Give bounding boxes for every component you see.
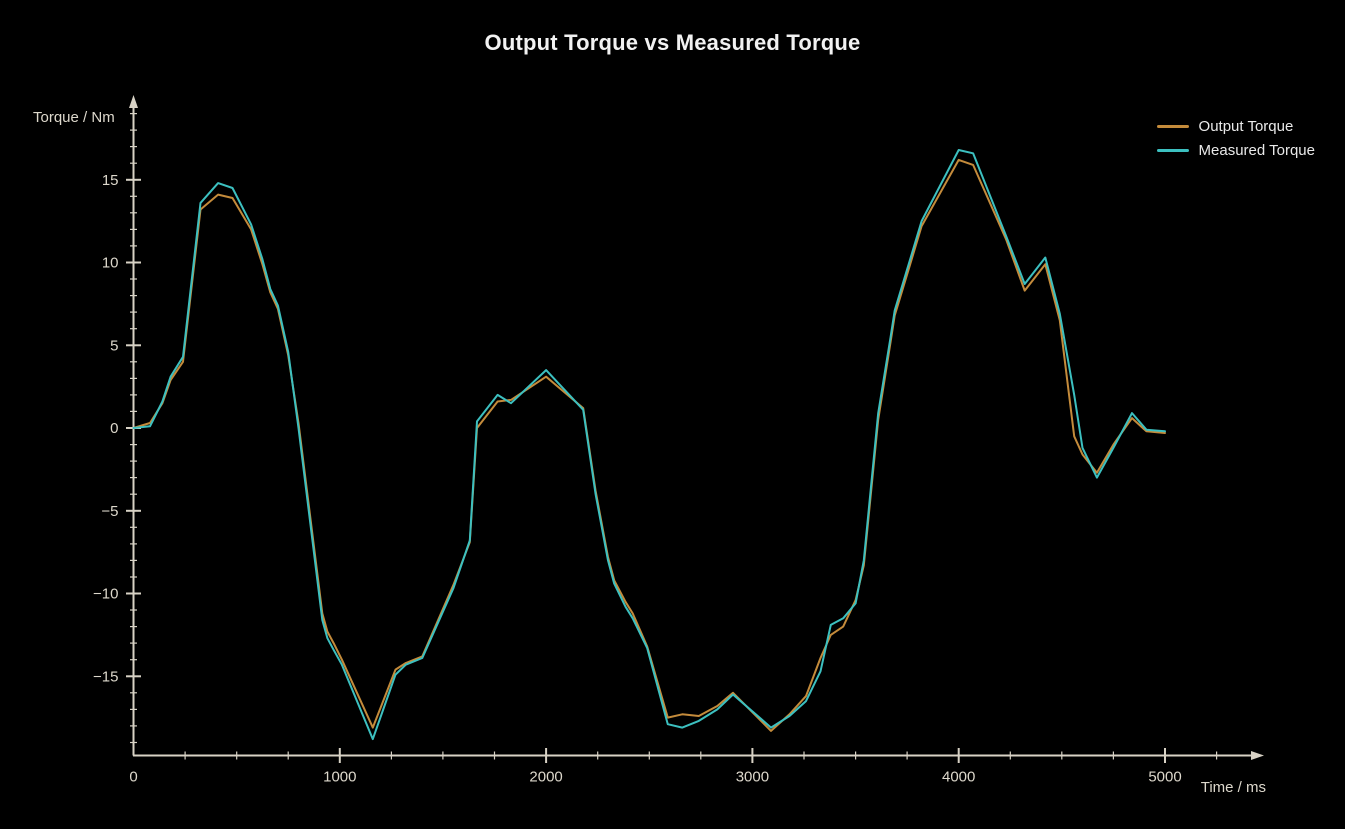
x-tick-labels: 0 1000 2000 3000 4000 5000	[129, 769, 1181, 786]
svg-text:1000: 1000	[323, 769, 356, 786]
y-tick-labels: −15 −10 −5 0 5 10 15	[93, 172, 118, 686]
chart-title: Output Torque vs Measured Torque	[484, 30, 861, 55]
legend: Output Torque Measured Torque	[1156, 116, 1315, 160]
legend-item-measured-torque: Measured Torque	[1156, 140, 1315, 160]
svg-text:5: 5	[110, 337, 118, 354]
y-axis	[126, 95, 141, 756]
svg-text:0: 0	[110, 420, 118, 437]
svg-text:−5: −5	[101, 503, 118, 520]
svg-text:4000: 4000	[942, 769, 975, 786]
measured-torque-line	[132, 149, 1166, 741]
legend-swatch-output-torque	[1156, 124, 1189, 128]
x-axis	[133, 748, 1264, 763]
legend-swatch-measured-torque	[1156, 148, 1189, 152]
svg-text:0: 0	[129, 769, 137, 786]
svg-text:2000: 2000	[529, 769, 562, 786]
legend-label-measured-torque: Measured Torque	[1198, 141, 1315, 159]
svg-text:15: 15	[102, 172, 119, 189]
svg-text:3000: 3000	[736, 769, 769, 786]
x-axis-arrow-icon	[1251, 751, 1264, 760]
legend-label-output-torque: Output Torque	[1198, 117, 1294, 135]
x-axis-label: Time / ms	[1200, 779, 1266, 796]
svg-text:10: 10	[102, 255, 119, 272]
svg-text:−10: −10	[93, 586, 118, 603]
svg-text:5000: 5000	[1148, 769, 1181, 786]
y-axis-arrow-icon	[129, 95, 138, 108]
y-axis-label: Torque / Nm	[33, 109, 115, 126]
legend-item-output-torque: Output Torque	[1156, 116, 1315, 136]
output-torque-line	[132, 158, 1166, 732]
svg-text:−15: −15	[93, 668, 118, 685]
